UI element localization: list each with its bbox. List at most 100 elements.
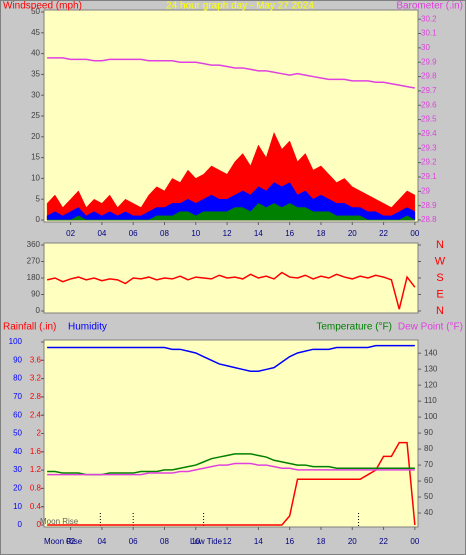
legend-label: Dew Point (°F) — [398, 322, 463, 333]
x-tick-label: 00 — [410, 229, 419, 238]
y-tick-label: 90 — [13, 355, 22, 364]
series-line — [47, 57, 416, 89]
y-tick-label: 360 — [27, 240, 41, 249]
x-tick-label: 04 — [97, 537, 106, 546]
x-tick-label: 02 — [66, 537, 75, 546]
y2-tick-label: 120 — [424, 380, 438, 389]
y2-tick-label: N — [436, 239, 444, 251]
y2-tick-label: 29.4 — [421, 129, 437, 138]
legend-label: Rainfall (.in) — [3, 322, 56, 333]
y2-axis-label: Barometer (.in) — [396, 1, 463, 12]
y3-tick-label: 2.4 — [30, 410, 42, 419]
series-line — [47, 344, 415, 373]
x-tick-label: 22 — [379, 537, 388, 546]
x-tick-label: 16 — [285, 229, 294, 238]
y2-tick-label: 29.5 — [421, 115, 437, 124]
y-tick-label: 20 — [31, 132, 40, 141]
y-tick-label: 50 — [13, 429, 22, 438]
y3-tick-label: 0.4 — [30, 502, 42, 511]
y2-tick-label: W — [435, 255, 446, 267]
y-tick-label: 10 — [31, 174, 40, 183]
x-tick-label: 18 — [317, 537, 326, 546]
y2-tick-label: 29.1 — [421, 172, 437, 181]
y2-tick-label: S — [436, 272, 443, 284]
y-tick-label: 270 — [27, 257, 41, 266]
x-tick-label: 14 — [254, 229, 263, 238]
chart-title: 24 hour graph day - May 27 2024 — [166, 1, 314, 12]
y2-tick-label: 140 — [424, 348, 438, 357]
y2-tick-label: 29.7 — [421, 86, 437, 95]
y-tick-label: 100 — [9, 337, 23, 346]
annotation: Low Tide — [190, 537, 223, 546]
x-tick-label: 14 — [254, 537, 263, 546]
x-tick-label: 16 — [285, 537, 294, 546]
y-tick-label: 70 — [13, 392, 22, 401]
y2-tick-label: 30 — [421, 43, 430, 52]
y3-tick-label: 0.8 — [30, 484, 42, 493]
annotation: Moon Rise — [40, 517, 79, 526]
x-tick-label: 22 — [379, 229, 388, 238]
y-tick-label: 80 — [13, 374, 22, 383]
legend-label: Temperature (°F) — [316, 322, 392, 333]
x-tick-label: 06 — [129, 537, 138, 546]
y2-tick-label: 50 — [424, 492, 433, 501]
x-tick-label: 10 — [191, 229, 200, 238]
y2-tick-label: E — [436, 288, 443, 300]
series-line — [47, 462, 415, 476]
y3-tick-label: 3.2 — [30, 374, 42, 383]
x-tick-label: 08 — [160, 229, 169, 238]
legend-label: Humidity — [68, 322, 107, 333]
y2-tick-label: 130 — [424, 364, 438, 373]
y2-tick-label: 70 — [424, 460, 433, 469]
y2-tick-label: 28.8 — [421, 215, 437, 224]
x-tick-label: 12 — [223, 229, 232, 238]
y-tick-label: 40 — [13, 447, 22, 456]
y-tick-label: 5 — [36, 194, 41, 203]
wind-area — [47, 203, 415, 221]
y3-tick-label: 1.6 — [30, 447, 42, 456]
x-tick-label: 20 — [348, 229, 357, 238]
annotation: Moon Rise — [44, 537, 83, 546]
y2-tick-label: 28.9 — [421, 201, 437, 210]
y2-tick-label: 29.3 — [421, 143, 437, 152]
y-tick-label: 0 — [36, 306, 41, 315]
y3-tick-label: 1.2 — [30, 465, 42, 474]
y2-tick-label: 29.9 — [421, 57, 437, 66]
y-tick-label: 90 — [31, 290, 40, 299]
y-tick-label: 60 — [13, 410, 22, 419]
y2-tick-label: 90 — [424, 428, 433, 437]
y-tick-label: 30 — [31, 90, 40, 99]
y-tick-label: 45 — [31, 28, 40, 37]
y3-tick-label: 0 — [37, 520, 42, 529]
y-tick-label: 0 — [36, 215, 41, 224]
y-axis-label: Windspeed (mph) — [3, 1, 82, 12]
y-tick-label: 30 — [13, 465, 22, 474]
x-tick-label: 02 — [66, 229, 75, 238]
y2-tick-label: 30.1 — [421, 29, 437, 38]
y2-tick-label: 30.2 — [421, 14, 437, 23]
y2-tick-label: 40 — [424, 508, 433, 517]
y-tick-label: 15 — [31, 153, 40, 162]
y-tick-label: 25 — [31, 111, 40, 120]
y3-tick-label: 2 — [37, 429, 42, 438]
x-tick-label: 12 — [223, 537, 232, 546]
y2-tick-label: 60 — [424, 476, 433, 485]
x-tick-label: 06 — [129, 229, 138, 238]
y3-tick-label: 2.8 — [30, 392, 42, 401]
y-tick-label: 35 — [31, 70, 40, 79]
series-line — [47, 441, 416, 526]
x-tick-label: 00 — [410, 537, 419, 546]
y-tick-label: 0 — [18, 520, 23, 529]
x-tick-label: 10 — [191, 537, 200, 546]
y2-tick-label: 29 — [421, 186, 430, 195]
y2-tick-label: 110 — [424, 396, 437, 405]
y2-tick-label: 100 — [424, 412, 438, 421]
y2-tick-label: 29.2 — [421, 158, 437, 167]
series-line — [46, 271, 416, 310]
y3-tick-label: 3.6 — [30, 355, 42, 364]
plot-area — [43, 339, 419, 528]
wind-area — [46, 182, 416, 221]
x-tick-label: 20 — [348, 537, 357, 546]
